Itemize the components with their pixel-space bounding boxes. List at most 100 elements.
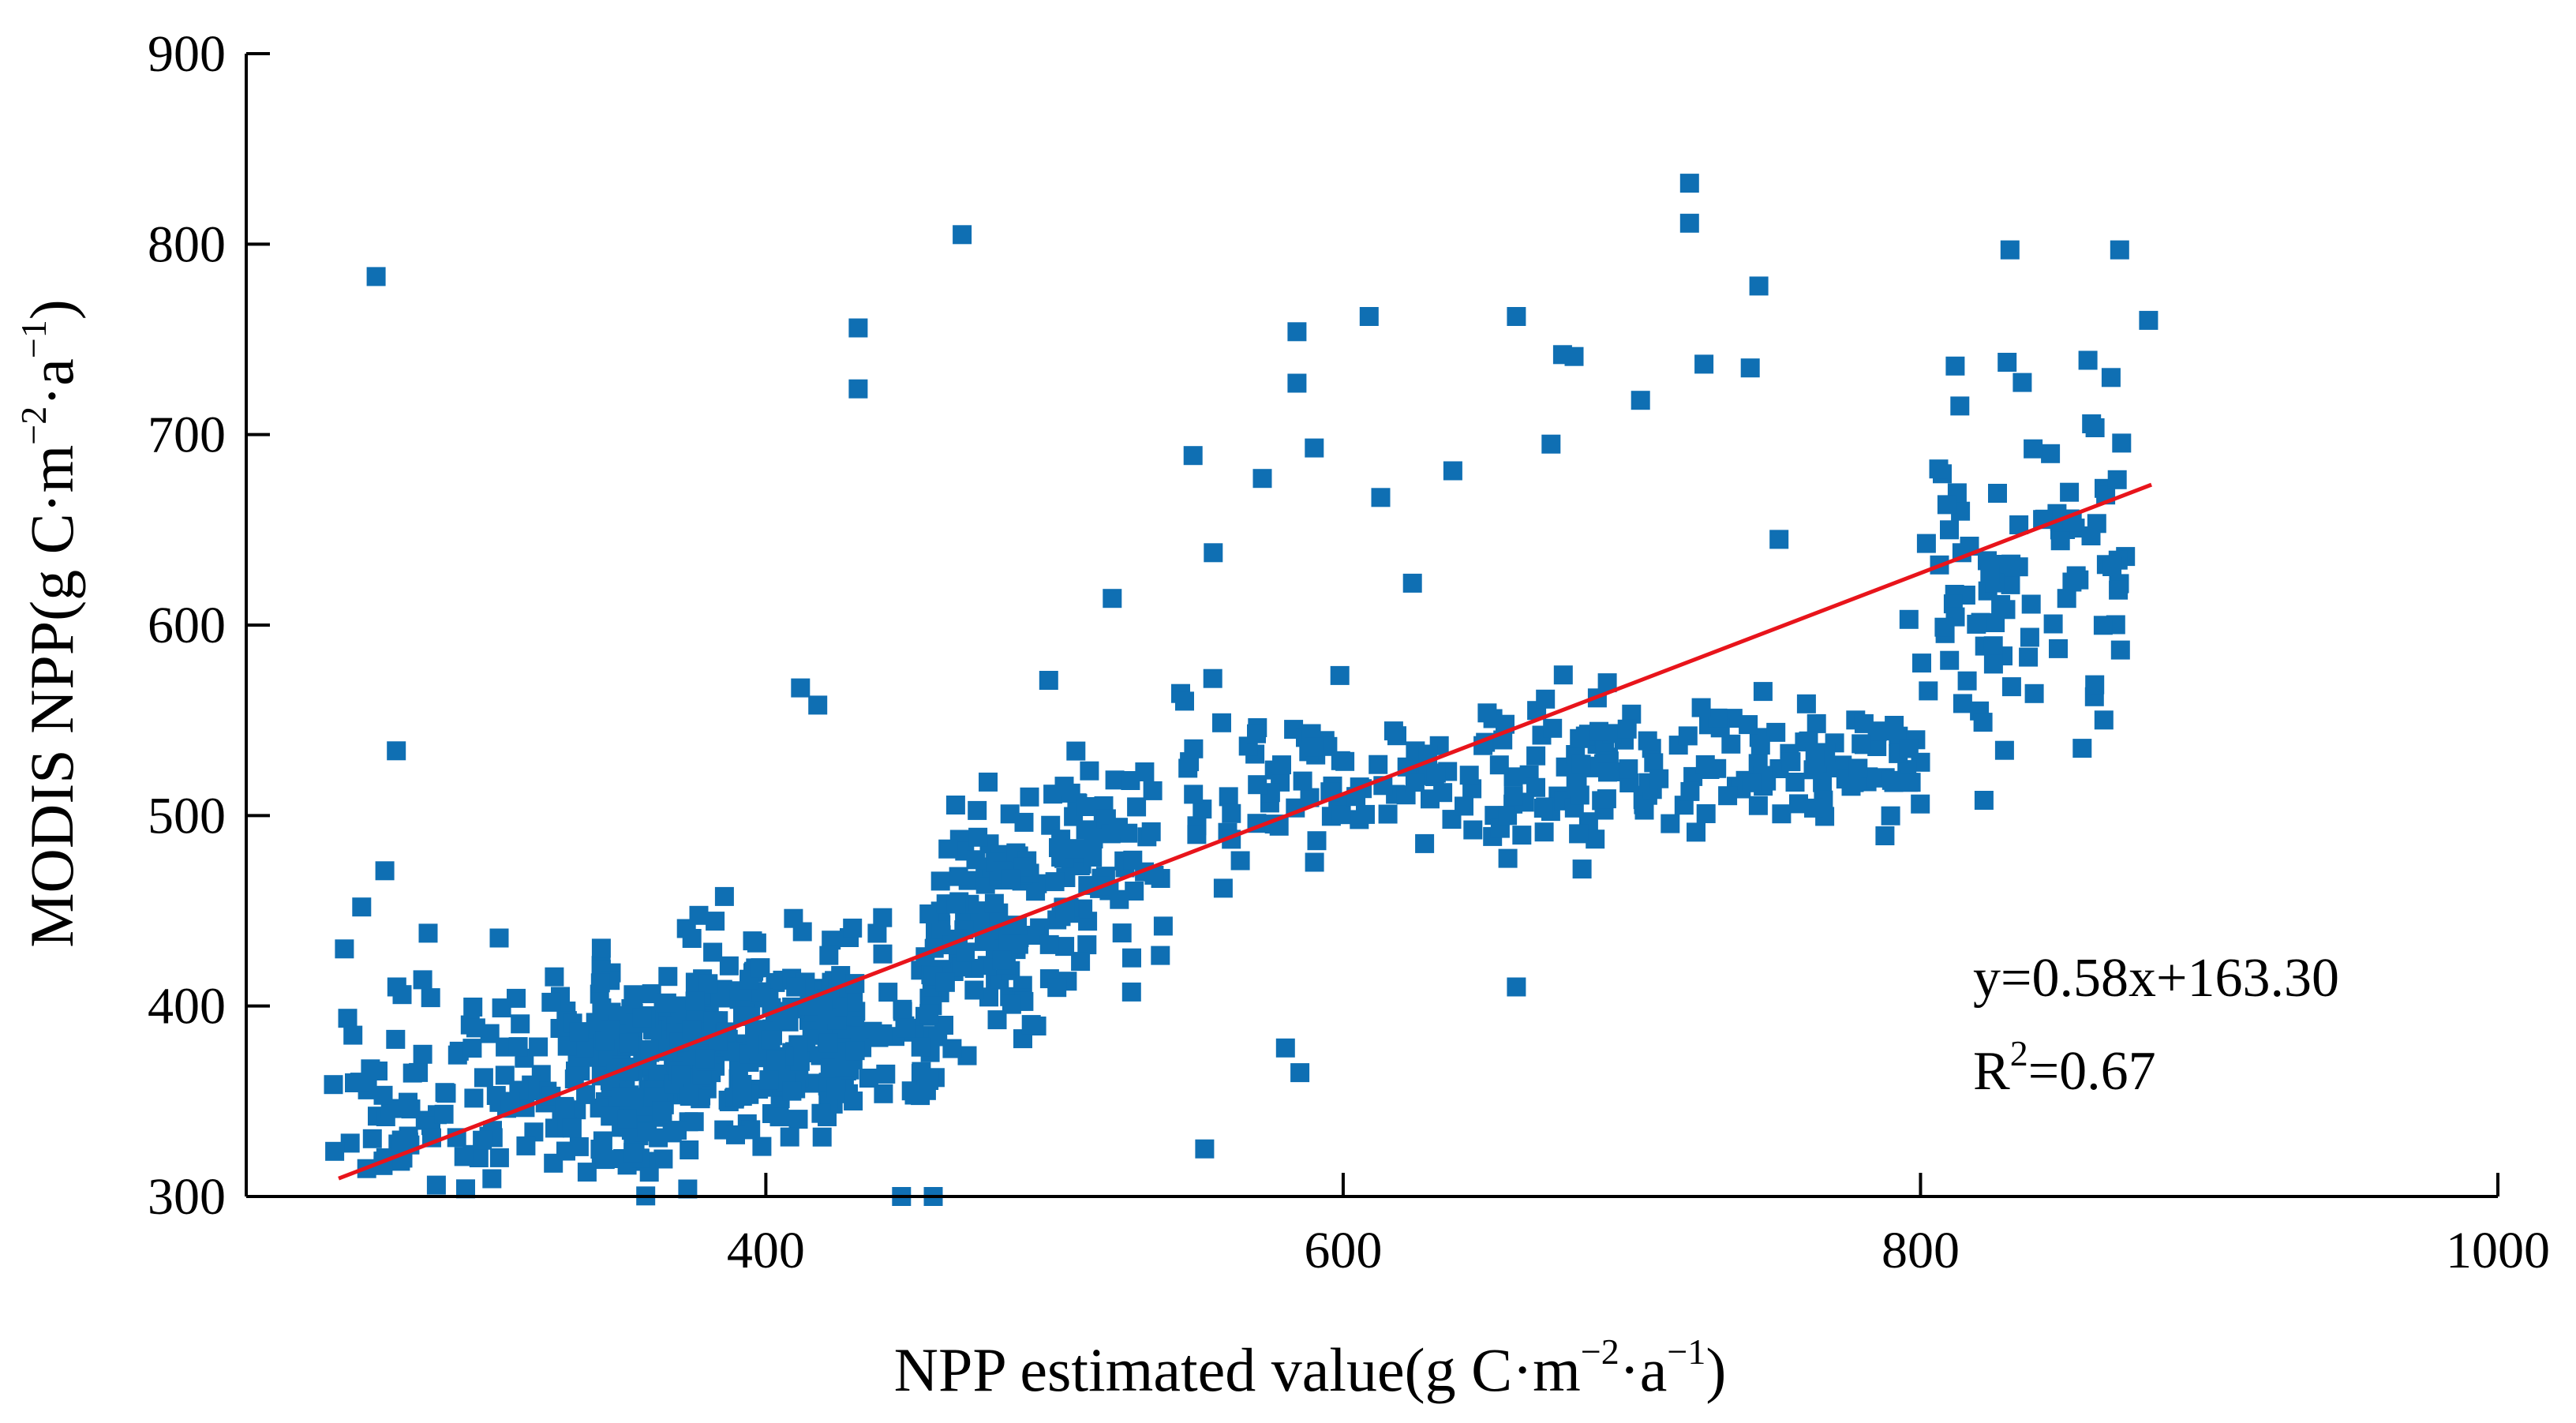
data-point	[482, 1169, 502, 1189]
data-point	[1718, 786, 1738, 806]
data-point	[516, 1136, 536, 1155]
r-squared-sup: 2	[2010, 1033, 2028, 1073]
data-point	[698, 974, 718, 994]
data-point	[1077, 935, 1097, 955]
data-point	[1598, 762, 1617, 782]
data-point	[1998, 353, 2017, 372]
r-squared-label: R2=0.67	[1973, 1033, 2156, 1102]
data-point	[1929, 459, 1949, 479]
data-point	[652, 1101, 672, 1121]
data-point	[325, 1141, 345, 1161]
data-point	[1991, 595, 2011, 614]
y-tick-label: 800	[148, 215, 226, 273]
data-point	[1371, 488, 1391, 507]
data-point	[1335, 751, 1355, 771]
data-point	[1512, 826, 1532, 845]
data-point	[1248, 775, 1267, 795]
y-tick-label: 600	[148, 597, 226, 654]
data-point	[1570, 728, 1589, 748]
data-point	[1750, 736, 1770, 755]
data-point	[1597, 789, 1616, 809]
data-point	[401, 1099, 421, 1119]
data-point	[682, 1020, 702, 1039]
data-point	[984, 893, 1004, 913]
data-point	[489, 928, 509, 948]
data-point	[1916, 534, 1936, 553]
data-point	[1219, 787, 1238, 807]
data-point	[1463, 820, 1483, 840]
data-point	[1307, 831, 1327, 851]
data-point	[1213, 878, 1233, 898]
data-point	[1796, 694, 1816, 713]
y-axis-title-end: )	[17, 299, 86, 320]
data-point	[811, 1103, 831, 1123]
data-point	[2112, 433, 2132, 453]
data-point	[706, 912, 725, 931]
data-point	[668, 1121, 687, 1140]
data-point	[335, 939, 354, 959]
data-point	[1083, 848, 1103, 867]
data-point	[719, 956, 739, 976]
data-point	[769, 1107, 789, 1127]
data-point	[2049, 638, 2068, 658]
data-point	[1405, 773, 1425, 792]
data-point	[1619, 759, 1638, 779]
r-squared-prefix: R	[1973, 1041, 2010, 1102]
data-point	[1988, 484, 2007, 503]
data-point	[2050, 531, 2070, 551]
data-point	[1122, 948, 1141, 968]
data-point	[1807, 713, 1826, 733]
data-point	[426, 1175, 446, 1195]
data-point	[1753, 682, 1773, 702]
data-point	[1534, 822, 1554, 842]
data-point	[1841, 777, 1861, 796]
data-point	[1526, 746, 1546, 766]
data-point	[893, 1002, 912, 1021]
data-point	[689, 905, 709, 925]
data-point	[1644, 753, 1664, 773]
data-point	[751, 958, 770, 978]
x-tick-label: 800	[1881, 1222, 1960, 1279]
data-point	[1571, 755, 1591, 774]
data-point	[434, 1104, 454, 1124]
axis-ticks: 400 600 800 1000 300 400 500 600 700 800 900	[148, 25, 2550, 1279]
data-point	[591, 938, 611, 958]
data-point	[1507, 307, 1526, 326]
data-point	[577, 1163, 597, 1182]
data-point	[1854, 713, 1874, 733]
data-point	[473, 1130, 492, 1150]
data-point	[352, 897, 372, 917]
data-point	[844, 1092, 863, 1110]
data-point	[835, 1058, 854, 1077]
data-point	[1661, 814, 1680, 833]
data-point	[2021, 594, 2041, 614]
data-point	[1899, 609, 1919, 629]
data-point	[338, 1009, 358, 1028]
y-axis-title: MODIS NPP(g C·m−2·a−1)	[13, 299, 86, 948]
data-point	[466, 1018, 485, 1038]
data-point	[812, 1127, 832, 1147]
data-point	[1785, 773, 1805, 792]
data-point	[620, 1033, 639, 1053]
data-point	[919, 904, 939, 923]
data-point	[859, 1069, 878, 1088]
data-point	[590, 973, 610, 993]
data-point	[1694, 354, 1714, 374]
data-point	[1572, 859, 1592, 879]
data-point	[2019, 647, 2039, 667]
data-point	[1426, 763, 1446, 783]
data-point	[2110, 240, 2129, 260]
data-point	[1002, 994, 1021, 1014]
data-point	[869, 1028, 889, 1047]
data-point	[464, 1088, 484, 1108]
data-point	[617, 1109, 637, 1129]
data-point	[1679, 213, 1699, 233]
data-point	[1679, 174, 1699, 193]
data-point	[1293, 771, 1312, 791]
data-point	[1533, 799, 1553, 818]
y-tick-label: 500	[148, 787, 226, 844]
data-point	[1708, 708, 1728, 728]
y-tick-label: 700	[148, 406, 226, 464]
data-point	[1402, 573, 1422, 593]
